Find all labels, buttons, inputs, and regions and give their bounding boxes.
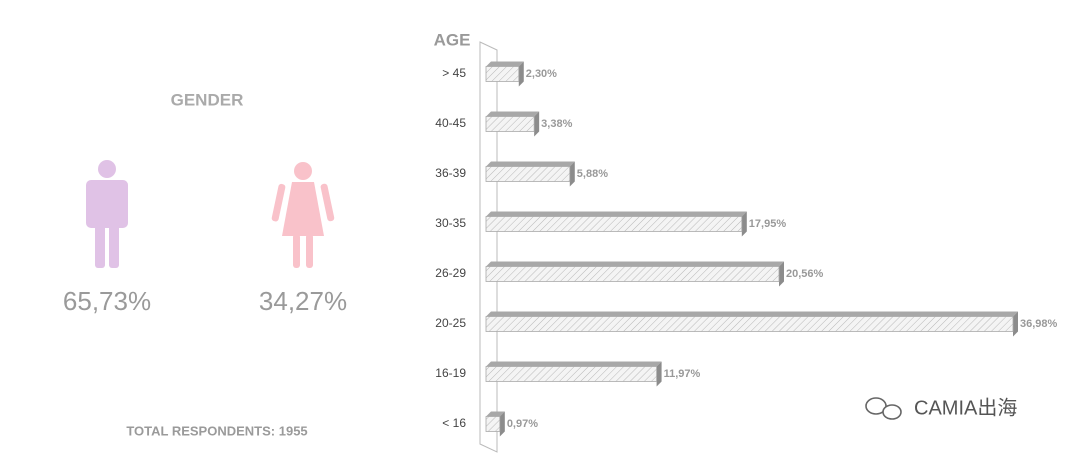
data-label: 17,95% xyxy=(749,218,787,230)
data-label: 0,97% xyxy=(507,418,538,430)
female-percentage: 34,27% xyxy=(259,286,347,316)
bar xyxy=(485,361,662,387)
gender-title: GENDER xyxy=(171,90,244,109)
y-tick-label: 26-29 xyxy=(435,266,466,280)
data-label: 20,56% xyxy=(786,268,824,280)
axis-wall xyxy=(479,41,498,453)
bar xyxy=(485,311,1018,337)
bar xyxy=(485,411,505,437)
male-icon xyxy=(86,160,128,268)
data-label: 5,88% xyxy=(577,168,608,180)
bar xyxy=(485,111,540,137)
total-respondents: TOTAL RESPONDENTS: 1955 xyxy=(126,423,307,438)
data-label: 3,38% xyxy=(541,118,572,130)
y-tick-label: > 45 xyxy=(442,66,466,80)
data-label: 36,98% xyxy=(1020,318,1058,330)
bar xyxy=(485,261,784,287)
y-axis-title: AGE xyxy=(434,30,471,49)
watermark: CAMIA出海 xyxy=(865,396,1017,420)
y-tick-label: 16-19 xyxy=(435,366,466,380)
data-label: 2,30% xyxy=(526,68,557,80)
bar xyxy=(485,161,575,187)
watermark-text: CAMIA出海 xyxy=(914,396,1017,419)
female-icon xyxy=(271,162,335,268)
bar xyxy=(485,61,524,87)
y-tick-label: 30-35 xyxy=(435,216,466,230)
bar xyxy=(485,211,747,237)
y-tick-label: 20-25 xyxy=(435,316,466,330)
data-label: 11,97% xyxy=(664,368,701,380)
y-tick-label: < 16 xyxy=(442,416,466,430)
y-tick-label: 36-39 xyxy=(435,166,466,180)
male-percentage: 65,73% xyxy=(63,286,151,316)
y-tick-label: 40-45 xyxy=(435,116,466,130)
